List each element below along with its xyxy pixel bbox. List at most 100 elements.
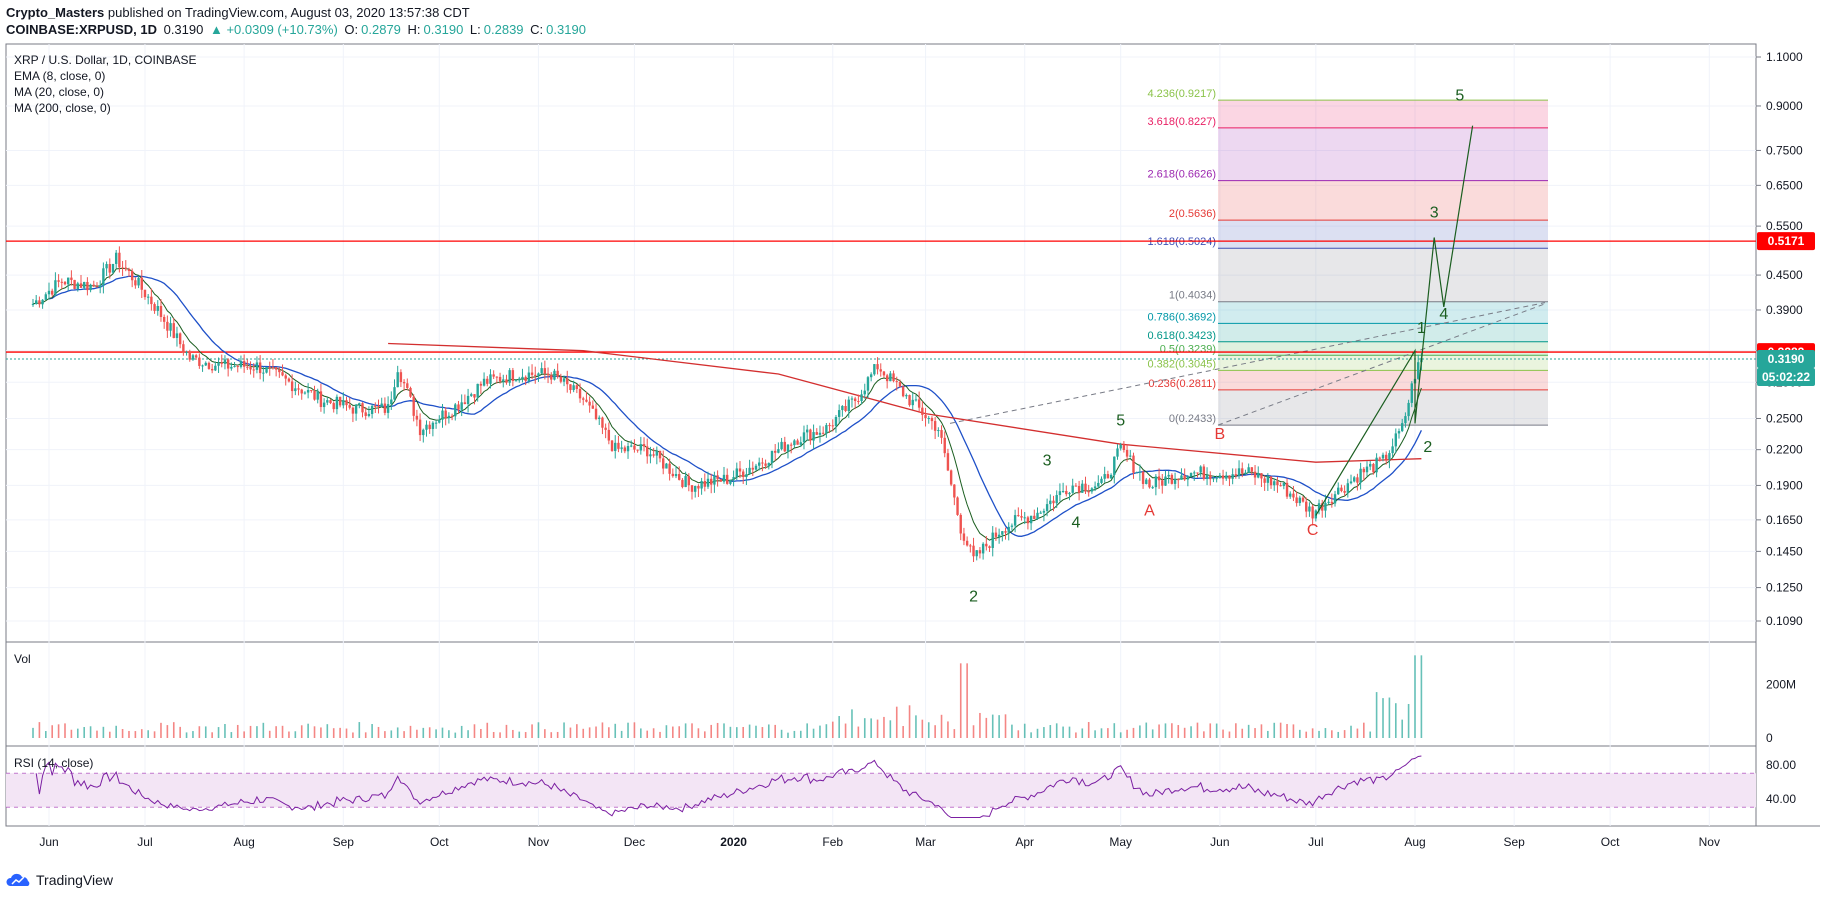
candle-body xyxy=(716,475,719,480)
volume-bar xyxy=(959,663,962,738)
volume-bar xyxy=(812,728,815,738)
fib-dashed-line xyxy=(949,302,1546,424)
candle-body xyxy=(710,478,713,485)
candle-body xyxy=(326,400,329,403)
volume-bar xyxy=(1382,698,1384,738)
vol-tick-label: 200M xyxy=(1766,678,1796,692)
candle-body xyxy=(466,395,470,405)
candle-body xyxy=(1234,474,1238,476)
candle-body xyxy=(86,281,89,291)
volume-bar xyxy=(537,722,540,738)
candle-body xyxy=(172,323,175,338)
volume-bar xyxy=(115,725,117,738)
author-name[interactable]: Crypto_Masters xyxy=(6,5,105,20)
volume-bar xyxy=(371,724,373,738)
candle-body xyxy=(1324,502,1327,511)
candle-body xyxy=(35,300,38,304)
volume-bar xyxy=(652,728,655,738)
candle-body xyxy=(354,404,358,414)
candle-body xyxy=(1061,490,1065,492)
candle-body xyxy=(946,453,950,471)
candle-body xyxy=(694,486,697,492)
candle-body xyxy=(943,437,946,454)
candle-body xyxy=(844,405,847,412)
candle-body xyxy=(1113,456,1116,475)
time-tick-label: Jul xyxy=(1308,835,1323,849)
legend-ma20[interactable]: MA (20, close, 0) xyxy=(14,85,104,99)
candle-body xyxy=(1330,501,1334,504)
candle-body xyxy=(1039,512,1042,514)
candle-body xyxy=(508,370,511,383)
legend-ema[interactable]: EMA (8, close, 0) xyxy=(14,69,105,83)
candle-body xyxy=(351,407,355,414)
candle-body xyxy=(1378,457,1382,459)
volume-bar xyxy=(947,721,949,738)
volume-bar xyxy=(313,726,316,738)
volume-bar xyxy=(787,732,789,738)
candle-body xyxy=(396,372,399,388)
rsi-line[interactable] xyxy=(35,755,1422,818)
candle-body xyxy=(783,441,786,452)
legend-rsi[interactable]: RSI (14, close) xyxy=(14,756,93,770)
candle-body xyxy=(1036,512,1039,519)
candle-body xyxy=(812,432,815,441)
candle-body xyxy=(50,290,54,295)
rsi-band xyxy=(6,773,1756,808)
volume-bar xyxy=(32,727,34,738)
chart-canvas[interactable]: 4.236(0.9217)3.618(0.8227)2.618(0.6626)2… xyxy=(0,0,1828,870)
candle-body xyxy=(559,376,563,382)
volume-bar xyxy=(735,727,738,738)
candle-body xyxy=(370,405,374,415)
candle-body xyxy=(406,383,409,388)
candle-body xyxy=(1244,472,1247,474)
candle-body xyxy=(1205,475,1209,480)
volume-bar xyxy=(1068,726,1071,738)
candle-body xyxy=(1237,468,1241,476)
candle-body xyxy=(76,283,79,290)
legend-ma200[interactable]: MA (200, close, 0) xyxy=(14,101,111,115)
candle-body xyxy=(1273,481,1276,486)
price-tag xyxy=(1757,368,1815,387)
candle-body xyxy=(553,370,556,380)
candle-body xyxy=(662,458,665,469)
volume-bar xyxy=(729,726,732,738)
tradingview-logo[interactable]: TradingView xyxy=(6,872,113,888)
ma20-line[interactable] xyxy=(48,275,1422,537)
candle-body xyxy=(684,476,687,488)
candle-body xyxy=(198,357,201,366)
volume-bar xyxy=(1062,726,1064,738)
candle-body xyxy=(562,378,566,382)
volume-bar xyxy=(1279,722,1282,738)
volume-bar xyxy=(767,724,770,738)
low-label: L: xyxy=(469,22,481,37)
candle-body xyxy=(1321,503,1324,511)
candle-body xyxy=(319,391,323,408)
price-axis[interactable]: 1.1000 0.9000 0.7500 0.6500 0.5500 0.4500 0.39… xyxy=(1756,50,1815,806)
candle-body xyxy=(1397,431,1401,434)
candle-body xyxy=(1161,480,1164,486)
volume-bar xyxy=(902,726,904,738)
candle-body xyxy=(1269,476,1273,486)
time-tick-label: Oct xyxy=(1601,835,1620,849)
candle-body xyxy=(1372,463,1375,473)
volume-bar xyxy=(390,730,393,738)
ema8-line[interactable] xyxy=(32,267,1422,541)
candle-body xyxy=(921,407,924,415)
candle-body xyxy=(255,362,259,370)
candle-body xyxy=(1404,416,1407,424)
candle-body xyxy=(1231,474,1234,479)
candle-body xyxy=(703,481,707,487)
volume-bar xyxy=(486,722,489,738)
candle-body xyxy=(620,447,623,449)
time-axis[interactable]: Jun Jul Aug Sep Oct Nov Dec 2020 Feb Mar Apr May Jun… xyxy=(39,835,1720,849)
volume-bar xyxy=(1196,722,1199,738)
candle-body xyxy=(582,398,585,400)
candle-body xyxy=(626,446,630,452)
candle-body xyxy=(1010,525,1014,527)
legend-vol[interactable]: Vol xyxy=(14,652,31,666)
time-tick-label: Nov xyxy=(1699,835,1720,849)
candle-body xyxy=(95,286,99,288)
candle-body xyxy=(207,362,211,369)
wave-label: B xyxy=(1215,426,1226,443)
rsi-tick-label: 80.00 xyxy=(1766,758,1796,772)
